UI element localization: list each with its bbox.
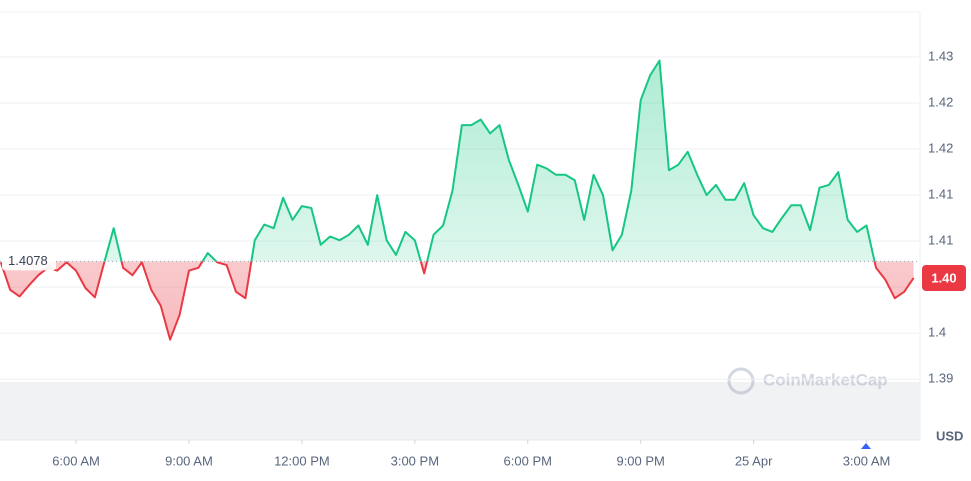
x-tick-label: 3:00 PM bbox=[391, 453, 439, 468]
x-tick-label: 6:00 PM bbox=[504, 453, 552, 468]
price-line-up bbox=[66, 59, 876, 262]
price-line-down bbox=[0, 261, 915, 341]
area-up bbox=[0, 60, 914, 262]
x-tick-label: 25 Apr bbox=[735, 453, 773, 468]
y-tick-label: 1.42 bbox=[928, 140, 953, 155]
current-price-label: 1.40 bbox=[931, 270, 956, 285]
y-tick-label: 1.41 bbox=[928, 233, 953, 248]
x-tick-label: 9:00 PM bbox=[616, 453, 664, 468]
baseline-label: 1.4078 bbox=[8, 253, 48, 268]
x-tick-label: 12:00 PM bbox=[274, 453, 330, 468]
now-marker bbox=[861, 443, 871, 449]
watermark-logo bbox=[727, 367, 755, 395]
x-tick-label: 3:00 AM bbox=[843, 453, 891, 468]
x-tick-label: 9:00 AM bbox=[165, 453, 213, 468]
area-down bbox=[0, 261, 914, 340]
volume-band bbox=[0, 382, 920, 440]
y-tick-label: 1.39 bbox=[928, 371, 953, 386]
current-price-badge bbox=[922, 264, 966, 291]
watermark-text: CoinMarketCap bbox=[763, 370, 888, 389]
baseline-label-bg bbox=[2, 250, 56, 271]
y-tick-label: 1.43 bbox=[928, 48, 953, 63]
y-unit: USD bbox=[936, 428, 963, 443]
y-tick-label: 1.41 bbox=[928, 187, 953, 202]
y-tick-label: 1.4 bbox=[928, 325, 946, 340]
x-tick-label: 6:00 AM bbox=[52, 453, 100, 468]
y-tick-label: 1.42 bbox=[928, 94, 953, 109]
watermark: CoinMarketCap bbox=[727, 367, 888, 395]
